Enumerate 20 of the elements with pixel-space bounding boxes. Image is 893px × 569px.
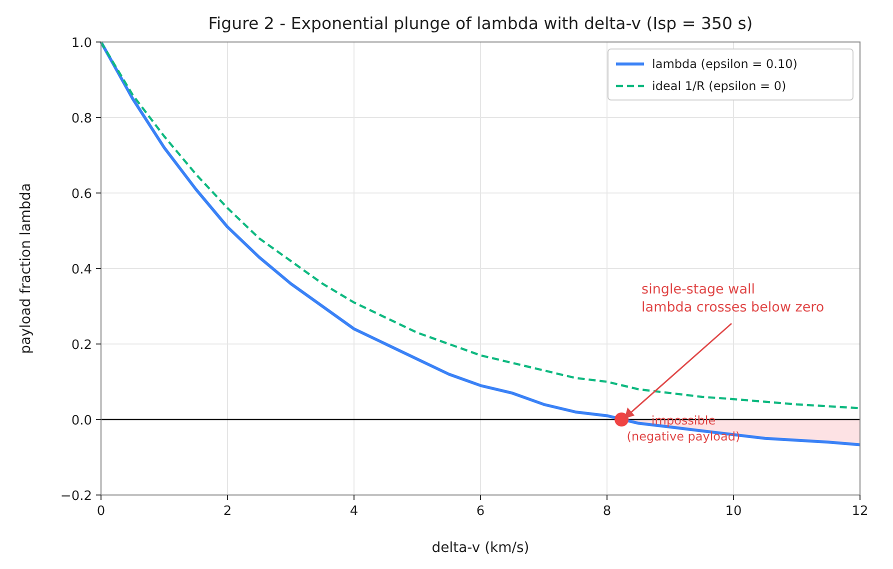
x-tick-label: 8 [602, 504, 612, 519]
y-tick-label: 0.0 [71, 414, 92, 428]
y-tick-label: 1.0 [71, 36, 92, 51]
y-tick-label: 0.4 [71, 262, 92, 278]
x-tick-label: 0 [96, 504, 106, 519]
legend-label: lambda (epsilon = 0.10) [652, 57, 798, 71]
y-tick-label: 0.6 [71, 187, 92, 202]
chart-title: Figure 2 - Exponential plunge of lambda with delta-v (Isp = 350 s) [208, 14, 753, 33]
y-tick-label: 0.2 [71, 338, 92, 353]
x-tick-label: 2 [223, 504, 232, 519]
x-tick-label: 10 [725, 504, 742, 519]
legend-label: ideal 1/R (epsilon = 0) [652, 79, 786, 93]
annotation: single-stage wall lambda crosses below zero [642, 282, 824, 316]
x-tick-label: 12 [852, 504, 868, 519]
y-axis-title: payload fraction lambda [18, 183, 34, 354]
x-tick-label: 4 [350, 504, 358, 519]
y-tick-label: −0.2 [60, 489, 92, 504]
x-tick-label: 6 [476, 504, 485, 519]
x-axis-title: delta-v (km/s) [432, 540, 530, 556]
y-tick-label: 0.8 [71, 112, 92, 126]
